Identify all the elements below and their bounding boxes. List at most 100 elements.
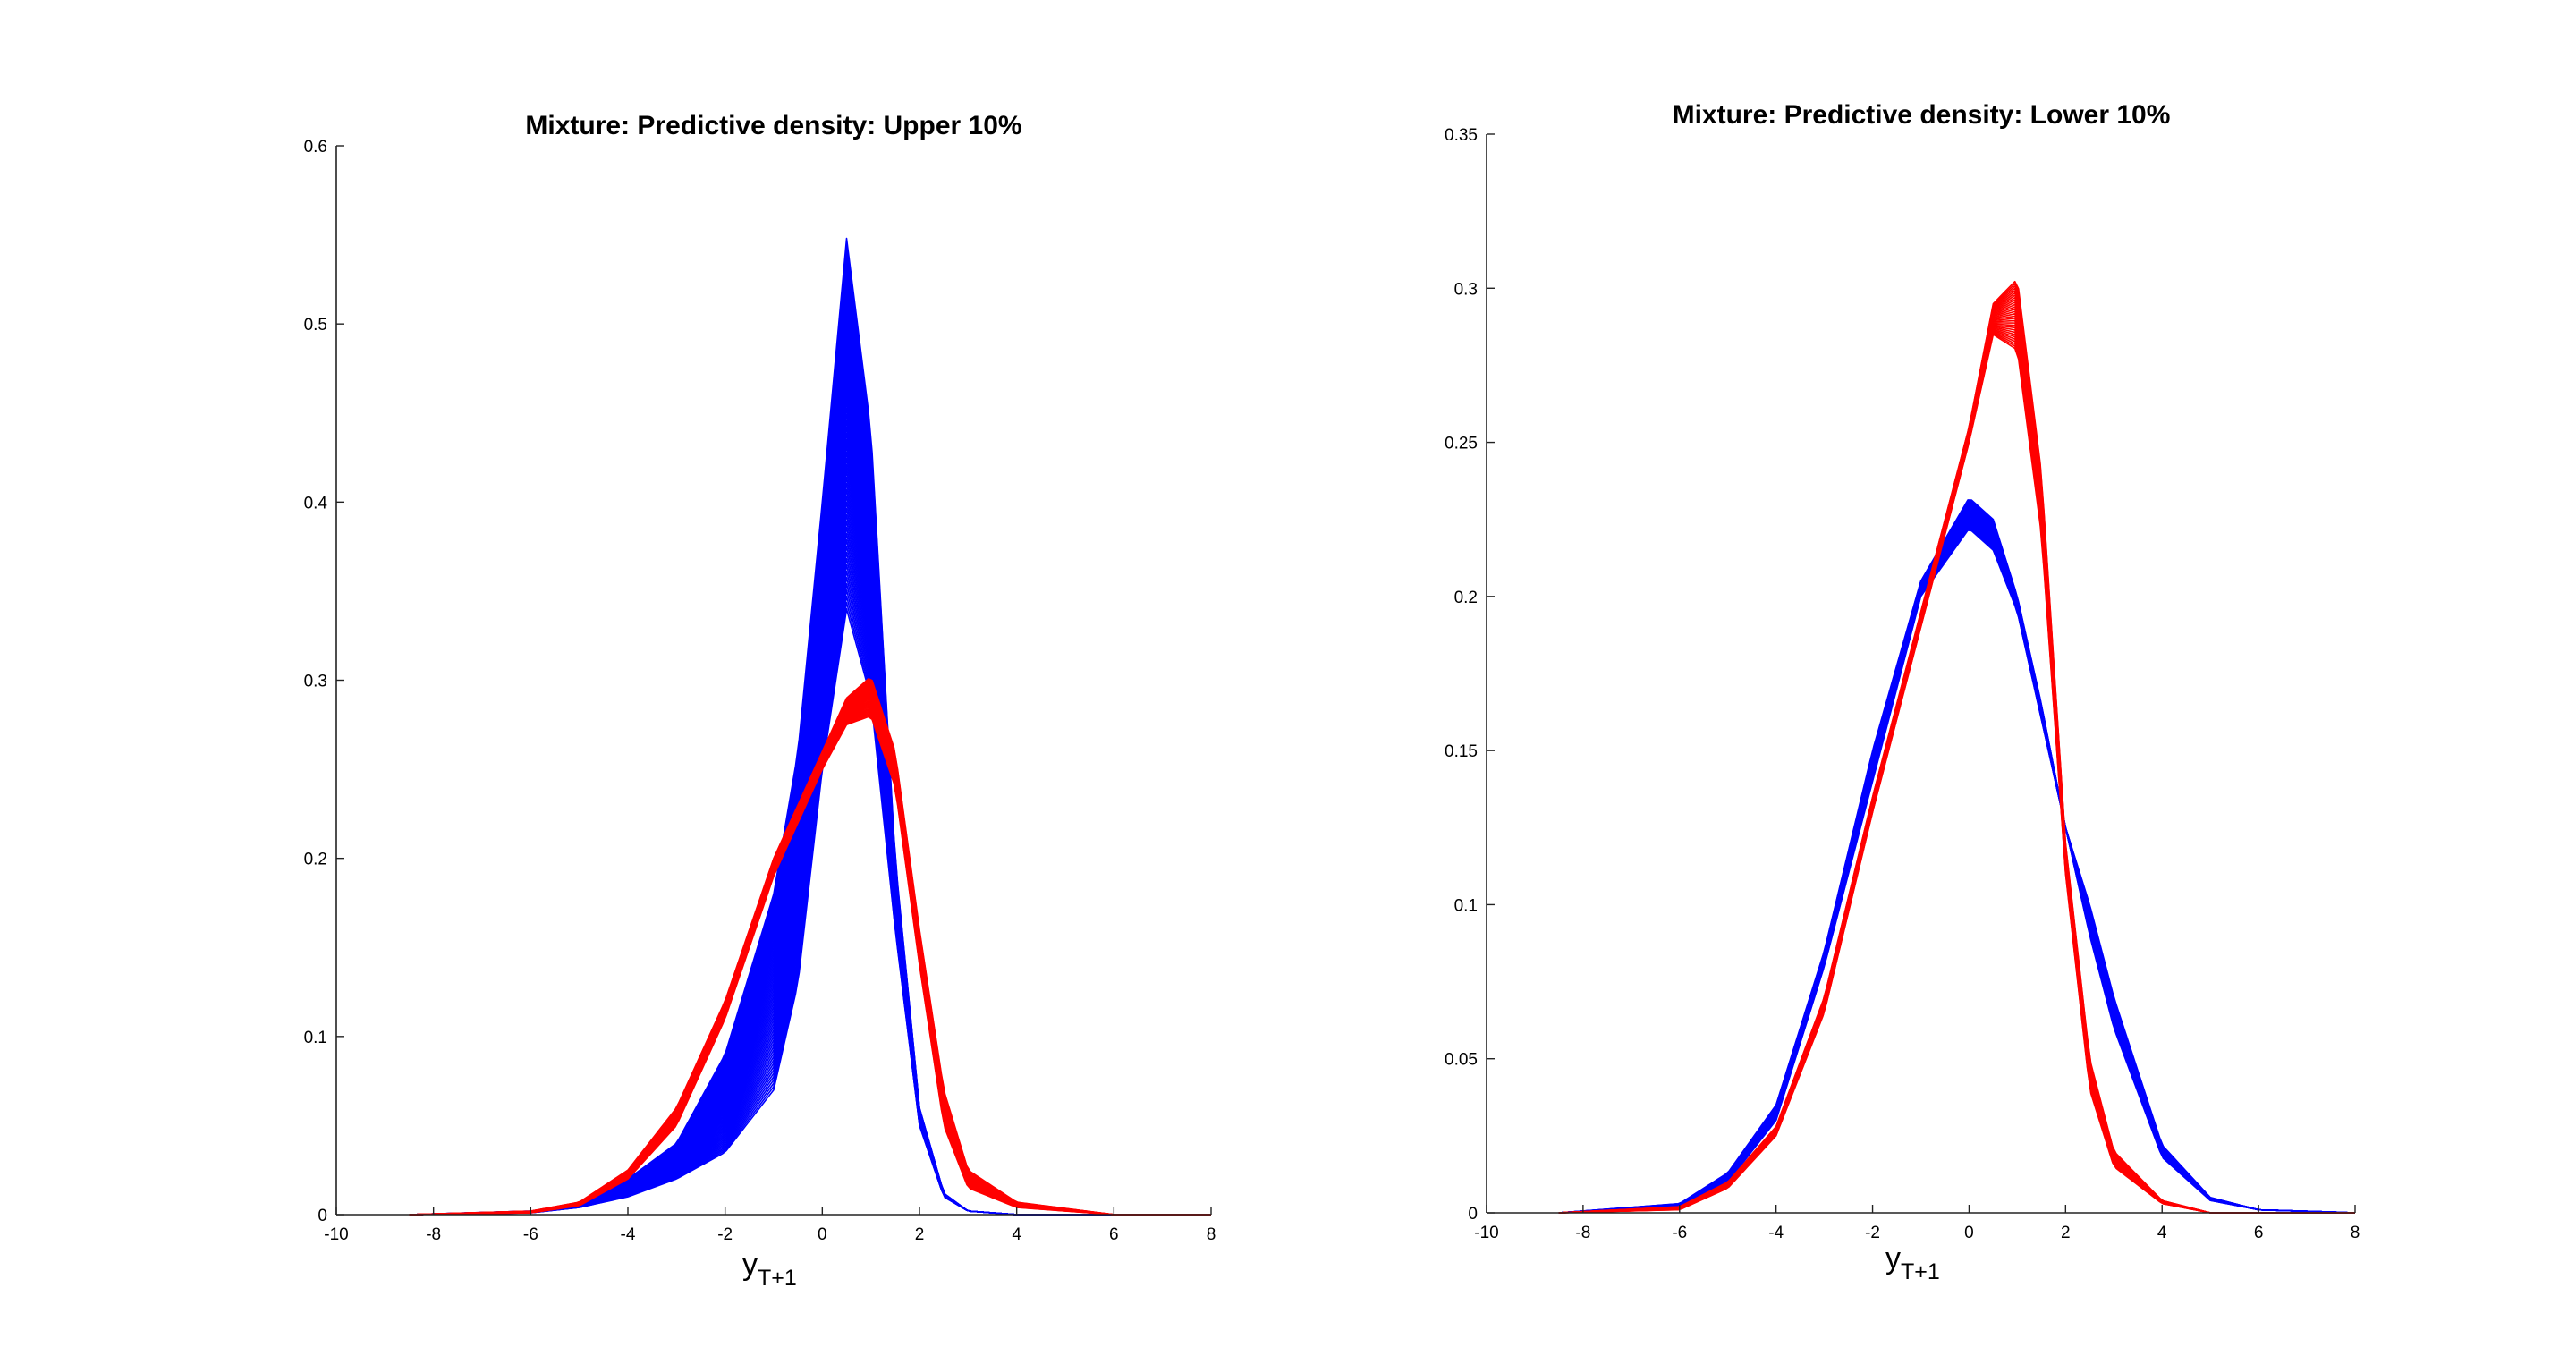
x-tick-label: -10 xyxy=(324,1225,348,1244)
density-curve xyxy=(1558,283,2355,1214)
curves-layer xyxy=(409,237,1211,1216)
density-curve xyxy=(1558,499,2356,1214)
x-ticks: -10 -8 -6 -4 -2 0 2 4 6 8 xyxy=(1474,1205,2360,1242)
density-curve xyxy=(1558,287,2355,1214)
density-curve xyxy=(409,678,1211,1216)
y-tick-label: 0.6 xyxy=(304,138,327,157)
density-curve xyxy=(1558,502,2356,1214)
density-curve xyxy=(1558,299,2355,1214)
density-curve xyxy=(1558,325,2355,1214)
x-axis-label-main: y xyxy=(1885,1241,1901,1275)
density-curve xyxy=(1558,512,2356,1214)
x-axis-label-subscript: T+1 xyxy=(758,1266,797,1291)
x-tick-label: 2 xyxy=(2061,1224,2071,1242)
x-axis-label: yT+1 xyxy=(742,1248,797,1291)
density-curve xyxy=(1558,294,2355,1214)
density-curve xyxy=(1558,313,2355,1214)
density-curve xyxy=(1558,327,2355,1214)
y-tick-label: 0.3 xyxy=(304,673,327,691)
density-curve xyxy=(1558,520,2356,1214)
y-tick-label: 0 xyxy=(1468,1205,1478,1224)
y-tick-label: 0.1 xyxy=(304,1029,327,1047)
density-curve xyxy=(1558,507,2356,1214)
y-tick-label: 0.05 xyxy=(1445,1051,1478,1070)
density-curve xyxy=(1558,292,2355,1214)
density-curve xyxy=(1558,301,2355,1214)
density-curve xyxy=(1558,519,2356,1214)
x-tick-label: 6 xyxy=(2254,1224,2264,1242)
x-tick-label: -8 xyxy=(1575,1224,1590,1242)
x-tick-label: 0 xyxy=(818,1225,827,1244)
x-tick-label: -10 xyxy=(1474,1224,1498,1242)
x-tick-label: 6 xyxy=(1109,1225,1119,1244)
chart-title: Mixture: Predictive density: Upper 10% xyxy=(525,111,1021,140)
density-curve xyxy=(1558,310,2355,1214)
density-curve xyxy=(1558,318,2355,1214)
x-tick-label: -6 xyxy=(523,1225,538,1244)
x-axis-label: yT+1 xyxy=(1885,1241,1940,1284)
density-curve xyxy=(1558,326,2355,1214)
density-curve xyxy=(1558,331,2355,1214)
density-curve xyxy=(1558,306,2355,1214)
y-tick-label: 0.35 xyxy=(1445,126,1478,145)
x-axis-label-main: y xyxy=(742,1248,758,1282)
density-curve xyxy=(1558,514,2356,1214)
x-tick-label: -2 xyxy=(1865,1224,1880,1242)
y-tick-label: 0.5 xyxy=(304,316,327,335)
density-curve xyxy=(1558,330,2355,1214)
chart-title: Mixture: Predictive density: Lower 10% xyxy=(1673,100,2171,130)
density-curve xyxy=(1558,500,2356,1214)
y-ticks: 0 0.1 0.2 0.3 0.4 0.5 0.6 xyxy=(304,138,344,1225)
x-tick-label: -8 xyxy=(426,1225,441,1244)
density-curve xyxy=(1558,527,2356,1214)
density-curve xyxy=(1558,503,2356,1214)
density-curve xyxy=(1558,529,2356,1214)
density-curve xyxy=(1558,518,2356,1214)
density-curve xyxy=(1558,505,2356,1214)
density-curve xyxy=(1558,513,2356,1214)
chart-lower-10: Mixture: Predictive density: Lower 10% -… xyxy=(1445,100,2360,1284)
x-tick-label: 8 xyxy=(2351,1224,2360,1242)
x-tick-label: 8 xyxy=(1207,1225,1216,1244)
y-tick-label: 0.2 xyxy=(304,851,327,869)
density-curve xyxy=(1558,334,2355,1214)
density-curve xyxy=(1558,506,2356,1214)
density-curve xyxy=(1558,509,2356,1214)
density-curve xyxy=(1558,280,2355,1214)
density-curve xyxy=(1558,303,2355,1214)
y-ticks: 0 0.05 0.1 0.15 0.2 0.25 0.3 0.35 xyxy=(1445,126,1495,1224)
density-curve xyxy=(1558,323,2355,1214)
density-curve xyxy=(1558,324,2355,1214)
density-curve xyxy=(1558,290,2355,1214)
x-tick-label: 2 xyxy=(915,1225,925,1244)
density-curve xyxy=(1558,515,2356,1214)
density-curve xyxy=(1558,322,2355,1214)
density-curve xyxy=(1558,524,2356,1214)
x-tick-label: 4 xyxy=(2157,1224,2167,1242)
density-curve xyxy=(1558,501,2356,1214)
chart-upper-10: Mixture: Predictive density: Upper 10% -… xyxy=(304,111,1216,1291)
x-tick-label: 0 xyxy=(1964,1224,1974,1242)
density-curve xyxy=(1558,521,2356,1214)
density-curve xyxy=(1558,504,2356,1214)
y-tick-label: 0 xyxy=(318,1207,327,1225)
x-axis-label-subscript: T+1 xyxy=(1901,1259,1940,1284)
density-curve xyxy=(1558,285,2355,1214)
y-tick-label: 0.3 xyxy=(1454,280,1478,299)
y-tick-label: 0.25 xyxy=(1445,435,1478,453)
x-tick-label: 4 xyxy=(1012,1225,1021,1244)
y-tick-label: 0.15 xyxy=(1445,742,1478,761)
density-curve xyxy=(1558,329,2355,1214)
x-tick-label: -6 xyxy=(1672,1224,1687,1242)
x-tick-label: -2 xyxy=(717,1225,733,1244)
x-tick-label: -4 xyxy=(621,1225,636,1244)
y-tick-label: 0.2 xyxy=(1454,589,1478,607)
density-curve xyxy=(1558,508,2356,1214)
density-curve xyxy=(1558,528,2356,1214)
y-tick-label: 0.1 xyxy=(1454,896,1478,915)
density-curve xyxy=(1558,315,2355,1214)
density-curve xyxy=(1558,523,2356,1214)
x-ticks: -10 -8 -6 -4 -2 0 2 4 6 8 xyxy=(324,1207,1216,1244)
density-curve xyxy=(1558,521,2356,1214)
